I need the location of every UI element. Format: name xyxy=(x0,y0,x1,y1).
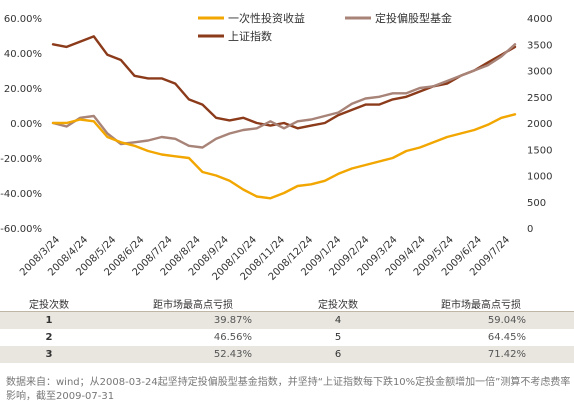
cell-loss: 39.87% xyxy=(98,311,288,329)
loss-table-container: 定投次数 距市场最高点亏损 定投次数 距市场最高点亏损 1 39.87% 4 5… xyxy=(0,296,574,363)
table-row: 3 52.43% 6 71.42% xyxy=(0,346,574,363)
header-loss-1: 距市场最高点亏损 xyxy=(98,296,288,312)
table-row: 2 46.56% 5 64.45% xyxy=(0,329,574,346)
y-right-tick-label: 500 xyxy=(527,198,546,209)
y-right-tick-label: 3000 xyxy=(527,67,552,78)
y-right-tick-label: 2500 xyxy=(527,93,552,104)
y-left-tick-label: -60.00% xyxy=(0,224,42,235)
header-invest-count-1: 定投次数 xyxy=(0,296,98,312)
cell-count: 2 xyxy=(45,332,53,343)
legend-label: 定投偏股型基金 xyxy=(375,11,452,25)
cell-loss: 59.04% xyxy=(388,311,574,329)
y-left-tick-label: -20.00% xyxy=(0,154,42,165)
cell-count: 4 xyxy=(288,311,388,329)
series-line-1 xyxy=(51,43,517,149)
cell-loss: 71.42% xyxy=(388,346,574,363)
y-left-tick-label: 0.00% xyxy=(10,119,42,130)
legend-label: 上证指数 xyxy=(228,29,272,43)
series-line-0 xyxy=(51,113,517,200)
y-right-tick-label: 4000 xyxy=(527,14,552,25)
y-left-tick-label: 60.00% xyxy=(4,14,42,25)
y-right-tick-label: 2000 xyxy=(527,119,552,130)
table-row: 1 39.87% 4 59.04% xyxy=(0,311,574,329)
chart: 60.00% 40.00% 20.00% 0.00% -20.00% -40.00% -60… xyxy=(0,11,552,283)
y-right-tick-label: 0 xyxy=(527,224,533,235)
cell-count: 1 xyxy=(0,311,98,329)
y-right-tick-label: 3500 xyxy=(527,40,552,51)
cell-count: 6 xyxy=(288,346,388,363)
loss-table: 定投次数 距市场最高点亏损 定投次数 距市场最高点亏损 1 39.87% 4 5… xyxy=(0,296,574,363)
cell-loss: 52.43% xyxy=(98,346,288,363)
chart-svg: 60.00% 40.00% 20.00% 0.00% -20.00% -40.00% -60… xyxy=(0,11,552,283)
y-left-tick-label: 20.00% xyxy=(4,84,42,95)
header-invest-count-2: 定投次数 xyxy=(288,296,388,312)
y-left-tick-label: -40.00% xyxy=(0,189,42,200)
cell-loss: 64.45% xyxy=(487,332,526,343)
legend-label: 一次性投资收益 xyxy=(228,11,305,25)
header-loss-2: 距市场最高点亏损 xyxy=(388,296,574,312)
cell-count: 5 xyxy=(334,332,342,343)
y-right-tick-label: 1000 xyxy=(527,172,552,183)
y-right-tick-label: 1500 xyxy=(527,145,552,156)
y-left-tick-label: 40.00% xyxy=(4,49,42,60)
cell-loss: 46.56% xyxy=(213,332,252,343)
table-header-row: 定投次数 距市场最高点亏损 定投次数 距市场最高点亏损 xyxy=(0,296,574,312)
cell-count: 3 xyxy=(0,346,98,363)
source-note: 数据来自：wind；从2008-03-24起坚持定投偏股型基金指数，并坚持“上证… xyxy=(6,377,571,402)
